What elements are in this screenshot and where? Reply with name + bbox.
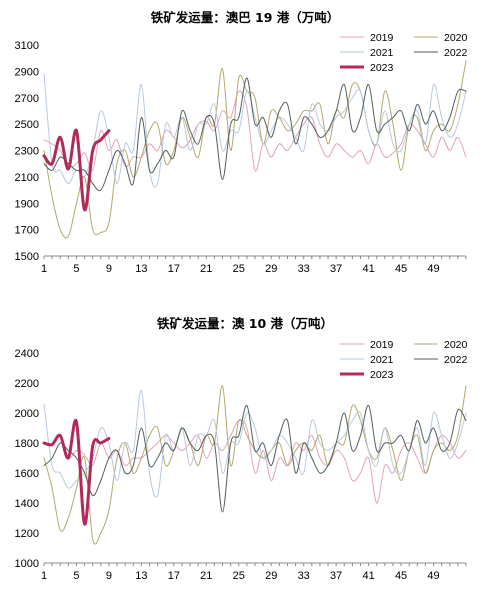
- x-tick-label: 21: [200, 263, 212, 275]
- y-tick-label: 2700: [15, 93, 39, 105]
- x-tick-label: 17: [168, 570, 180, 582]
- chart-australia-brazil-19-ports: 铁矿发运量：澳巴 19 港（万吨） 1500 1700 1900 2100 2300 250…: [0, 0, 490, 300]
- legend-label-2023: 2023: [370, 62, 394, 74]
- x-tick-label: 1: [41, 263, 47, 275]
- legend-label-2020: 2020: [444, 32, 468, 44]
- legend-label-2021: 2021: [370, 47, 394, 59]
- x-tick-label: 45: [395, 263, 407, 275]
- y-tick-label: 1200: [15, 528, 39, 540]
- x-tick-label: 41: [362, 263, 374, 275]
- y-tick-label: 2400: [15, 348, 39, 360]
- x-tick-label: 49: [427, 263, 439, 275]
- y-tick-label: 2200: [15, 378, 39, 390]
- series-line-2022: [43, 77, 467, 192]
- y-tick-label: 3100: [15, 40, 39, 52]
- y-tick-label: 2300: [15, 146, 39, 158]
- series-line-2019: [43, 419, 467, 504]
- x-tick-label: 33: [298, 570, 310, 582]
- chart-title: 铁矿发运量：澳 10 港（万吨）: [157, 316, 333, 331]
- y-tick-label: 2900: [15, 66, 39, 78]
- legend-label-2019: 2019: [370, 339, 394, 351]
- x-tick-label: 25: [233, 263, 245, 275]
- y-tick-label: 2500: [15, 119, 39, 131]
- y-tick-label: 1600: [15, 468, 39, 480]
- x-tick-label: 17: [168, 263, 180, 275]
- x-tick-label: 33: [298, 263, 310, 275]
- legend-label-2022: 2022: [444, 354, 468, 366]
- x-tick-label: 21: [200, 570, 212, 582]
- x-tick-label: 5: [73, 263, 79, 275]
- series-line-2020: [43, 385, 467, 545]
- y-tick-label: 2100: [15, 172, 39, 184]
- x-tick-label: 29: [265, 263, 277, 275]
- y-tick-label: 1800: [15, 438, 39, 450]
- chart-title: 铁矿发运量：澳巴 19 港（万吨）: [151, 10, 340, 25]
- y-tick-label: 1900: [15, 198, 39, 210]
- y-tick-label: 2000: [15, 408, 39, 420]
- chart-australia-10-ports: 铁矿发运量：澳 10 港（万吨） 1000 1200 1400 1600 1800 2000…: [0, 310, 490, 602]
- series-line-2022: [43, 404, 467, 513]
- series-line-2020: [43, 60, 467, 239]
- legend-label-2022: 2022: [444, 47, 468, 59]
- x-tick-label: 37: [330, 570, 342, 582]
- x-tick-label: 1: [41, 570, 47, 582]
- x-tick-label: 45: [395, 570, 407, 582]
- legend-label-2019: 2019: [370, 32, 394, 44]
- series-line-2019: [43, 90, 467, 172]
- x-tick-label: 25: [233, 570, 245, 582]
- series-line-2021: [43, 389, 467, 498]
- y-tick-label: 1000: [15, 558, 39, 570]
- y-tick-label: 1700: [15, 225, 39, 237]
- x-tick-label: 29: [265, 570, 277, 582]
- x-tick-label: 5: [73, 570, 79, 582]
- x-tick-label: 9: [106, 263, 112, 275]
- x-tick-label: 13: [135, 263, 147, 275]
- series-line-2023: [42, 418, 111, 526]
- series-line-2021: [43, 73, 467, 188]
- x-tick-label: 41: [362, 570, 374, 582]
- x-tick-label: 49: [427, 570, 439, 582]
- legend-label-2023: 2023: [370, 369, 394, 381]
- y-tick-label: 1500: [15, 251, 39, 263]
- x-tick-label: 9: [106, 570, 112, 582]
- legend-label-2021: 2021: [370, 354, 394, 366]
- chart-svg-1: 铁矿发运量：澳 10 港（万吨） 1000 1200 1400 1600 1800 2000…: [15, 316, 468, 582]
- x-tick-label: 13: [135, 570, 147, 582]
- series-line-2023: [42, 128, 111, 212]
- x-tick-label: 37: [330, 263, 342, 275]
- chart-svg-0: 铁矿发运量：澳巴 19 港（万吨） 1500 1700 1900 2100 2300 250…: [15, 10, 468, 275]
- y-tick-label: 1400: [15, 498, 39, 510]
- legend-label-2020: 2020: [444, 339, 468, 351]
